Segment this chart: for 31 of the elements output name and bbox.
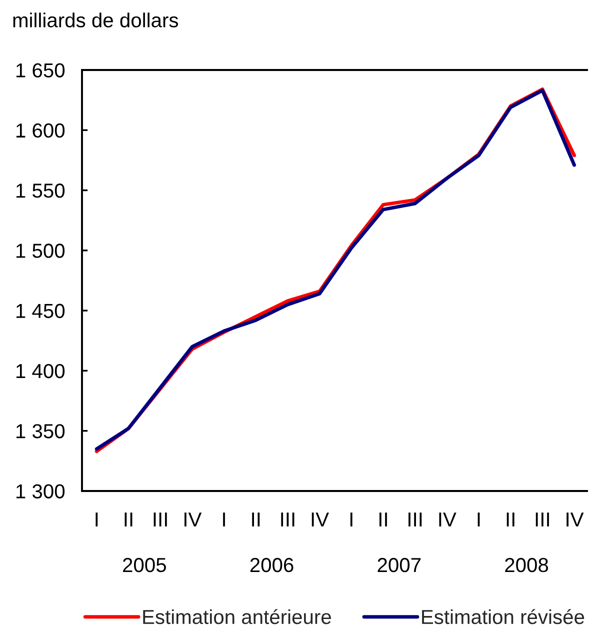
y-tick-label: 1 350 — [16, 424, 65, 438]
text: 2005 — [123, 558, 166, 572]
x-tick-label: I — [350, 512, 352, 526]
x-tick-label: II — [252, 512, 260, 526]
text: 2008 — [505, 558, 548, 572]
x-tick-label: I — [478, 512, 480, 526]
y-tick-label: 1 550 — [16, 184, 65, 198]
x-tick-label: II — [379, 512, 387, 526]
y-tick-label: 1 500 — [16, 244, 65, 258]
legend-label: Estimation révisée — [422, 609, 584, 624]
x-tick-label: II — [124, 512, 132, 526]
y-tick-label: 1 650 — [16, 63, 65, 78]
legend-label: Estimation antérieure — [143, 609, 331, 624]
x-tick-label: III — [536, 512, 549, 526]
y-tick-label: 1 600 — [16, 123, 65, 138]
y-tick-label: 1 450 — [16, 304, 65, 318]
x-tick-label: I — [223, 512, 225, 526]
y-axis-title: milliards de dollars — [13, 12, 178, 28]
x-tick-label: IV — [312, 512, 329, 526]
text: 2007 — [378, 558, 421, 572]
x-tick-label: IV — [184, 512, 202, 526]
x-tick-label: III — [281, 512, 294, 526]
x-tick-label: I — [96, 512, 98, 526]
x-tick-label: II — [506, 512, 514, 526]
x-tick-label: IV — [566, 512, 584, 526]
y-tick-label: 1 300 — [16, 484, 65, 498]
x-tick-label: IV — [439, 512, 456, 526]
x-tick-label: III — [408, 512, 422, 526]
text: 2006 — [250, 558, 294, 572]
y-tick-label: 1 400 — [16, 364, 65, 378]
x-tick-label: III — [154, 512, 167, 526]
